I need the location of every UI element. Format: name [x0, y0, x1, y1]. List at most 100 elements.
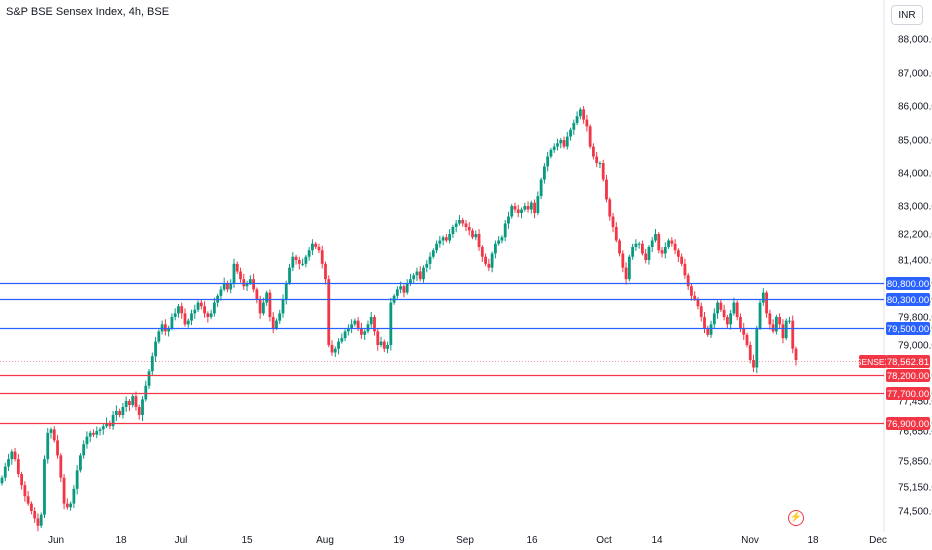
- candle[interactable]: [137, 404, 141, 420]
- candle[interactable]: [183, 308, 187, 327]
- candle[interactable]: [101, 423, 105, 435]
- candle[interactable]: [595, 151, 599, 168]
- candle[interactable]: [144, 380, 148, 402]
- candle[interactable]: [592, 143, 595, 160]
- candle[interactable]: [350, 319, 354, 334]
- candle[interactable]: [209, 309, 213, 320]
- candle[interactable]: [523, 202, 527, 212]
- candle[interactable]: [239, 267, 242, 283]
- candle[interactable]: [190, 309, 193, 326]
- candle[interactable]: [177, 304, 180, 318]
- candle[interactable]: [451, 224, 455, 238]
- candle[interactable]: [346, 324, 350, 336]
- candle[interactable]: [327, 275, 331, 348]
- candle[interactable]: [526, 201, 530, 213]
- candle[interactable]: [725, 314, 729, 329]
- candle[interactable]: [493, 240, 497, 259]
- candle[interactable]: [415, 267, 419, 282]
- candle[interactable]: [569, 127, 572, 141]
- candle[interactable]: [203, 301, 206, 318]
- candle[interactable]: [461, 217, 465, 227]
- candle[interactable]: [706, 325, 710, 337]
- price-axis[interactable]: 88,000.00 87,000.00 86,000.00 85,000.00 84,0…: [898, 35, 932, 518]
- candle[interactable]: [193, 304, 197, 319]
- candle[interactable]: [340, 333, 344, 344]
- candle[interactable]: [477, 229, 481, 251]
- candle[interactable]: [585, 114, 589, 132]
- candle[interactable]: [317, 243, 321, 254]
- candle[interactable]: [0, 475, 4, 486]
- candle[interactable]: [242, 273, 246, 291]
- candle[interactable]: [673, 239, 677, 255]
- candle[interactable]: [614, 222, 618, 243]
- candle[interactable]: [454, 220, 458, 233]
- candle[interactable]: [778, 313, 782, 329]
- candle[interactable]: [199, 299, 203, 310]
- candle[interactable]: [448, 229, 452, 244]
- candle[interactable]: [755, 325, 759, 374]
- candle[interactable]: [141, 396, 144, 421]
- candle[interactable]: [536, 191, 540, 216]
- candle[interactable]: [660, 247, 664, 258]
- candle[interactable]: [79, 453, 82, 473]
- candle[interactable]: [654, 229, 657, 243]
- candle[interactable]: [304, 254, 308, 268]
- candle[interactable]: [578, 107, 582, 120]
- time-axis[interactable]: Jun 18 Jul 15 Aug 19 Sep 16 Oct 14 Nov 18 Dec: [48, 535, 887, 546]
- candle[interactable]: [644, 248, 648, 264]
- candle[interactable]: [520, 207, 523, 219]
- candle[interactable]: [425, 260, 429, 273]
- candle[interactable]: [20, 471, 24, 490]
- candle[interactable]: [605, 174, 608, 203]
- candle[interactable]: [118, 408, 122, 418]
- candle[interactable]: [484, 253, 487, 267]
- candle[interactable]: [791, 315, 795, 354]
- candle[interactable]: [167, 325, 171, 337]
- candle[interactable]: [330, 340, 334, 356]
- candle[interactable]: [503, 220, 507, 242]
- candle[interactable]: [157, 329, 161, 344]
- candle[interactable]: [216, 293, 220, 307]
- candle[interactable]: [428, 252, 432, 270]
- candle[interactable]: [438, 235, 442, 248]
- candle[interactable]: [418, 266, 422, 282]
- candle[interactable]: [105, 417, 108, 429]
- candle[interactable]: [307, 247, 311, 261]
- candle[interactable]: [291, 252, 295, 272]
- candle[interactable]: [173, 308, 177, 321]
- candle[interactable]: [16, 453, 20, 478]
- candle[interactable]: [369, 311, 373, 328]
- candle[interactable]: [670, 237, 674, 247]
- candle[interactable]: [301, 258, 305, 267]
- candle[interactable]: [395, 286, 399, 299]
- candle[interactable]: [510, 204, 514, 219]
- candle[interactable]: [582, 106, 586, 124]
- candle[interactable]: [324, 261, 327, 285]
- candle[interactable]: [739, 313, 742, 333]
- candle[interactable]: [386, 341, 389, 354]
- candle[interactable]: [412, 273, 416, 284]
- candle[interactable]: [556, 138, 559, 151]
- candle[interactable]: [549, 147, 553, 159]
- candle[interactable]: [784, 318, 788, 341]
- candle[interactable]: [271, 311, 275, 334]
- candle[interactable]: [3, 462, 7, 482]
- candle[interactable]: [95, 426, 99, 439]
- candle[interactable]: [735, 300, 739, 321]
- candle[interactable]: [180, 302, 184, 319]
- candle[interactable]: [624, 262, 628, 285]
- candle[interactable]: [507, 211, 510, 229]
- candle[interactable]: [709, 320, 713, 338]
- candle[interactable]: [85, 431, 89, 449]
- candle[interactable]: [147, 369, 151, 390]
- candle[interactable]: [598, 161, 602, 169]
- candle[interactable]: [441, 235, 445, 246]
- candle[interactable]: [742, 322, 746, 340]
- candle[interactable]: [13, 447, 17, 462]
- candle[interactable]: [490, 251, 494, 273]
- candle[interactable]: [676, 248, 680, 262]
- candle[interactable]: [703, 311, 706, 334]
- candle[interactable]: [333, 346, 337, 358]
- candle[interactable]: [667, 238, 670, 249]
- candle[interactable]: [10, 449, 14, 465]
